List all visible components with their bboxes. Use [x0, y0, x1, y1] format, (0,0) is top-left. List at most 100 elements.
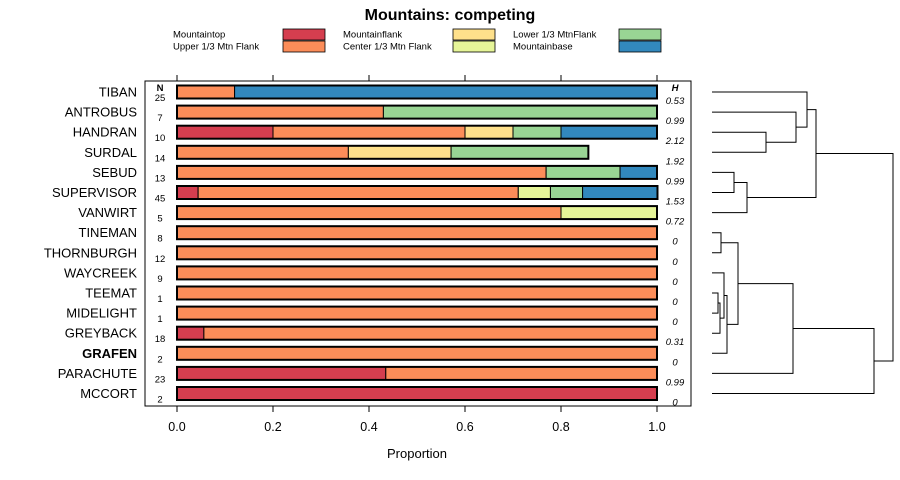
dendrogram-link: [712, 131, 767, 153]
row-h: 0.53: [666, 96, 685, 107]
bar-segment: [203, 326, 658, 341]
row-h: 0.99: [666, 116, 685, 127]
row-label: MCCORT: [80, 386, 137, 401]
legend-label: Lower 1/3 MtnFlank: [513, 30, 597, 41]
bar-segment: [176, 306, 658, 321]
bar-segment: [176, 85, 236, 99]
row-label: GREYBACK: [65, 326, 138, 341]
x-tick-label: 1.0: [648, 420, 665, 434]
row-h: 0: [672, 237, 678, 248]
x-tick-label: 0.4: [360, 420, 377, 434]
bar-outline: [176, 84, 658, 100]
bar-outline: [176, 205, 658, 221]
n-column-header: N: [157, 83, 164, 94]
dendrogram: [712, 91, 894, 394]
x-axis-label: Proportion: [387, 446, 447, 461]
row-n: 9: [157, 274, 162, 285]
bar-outline: [176, 386, 658, 401]
bar-segment: [176, 245, 658, 260]
bar-outline: [176, 185, 659, 200]
bar-segment: [176, 105, 384, 120]
row-label: THORNBURGH: [44, 245, 137, 260]
row-label: SUPERVISOR: [52, 185, 137, 200]
bar-outline: [176, 245, 658, 261]
row-n: 2: [157, 354, 162, 365]
bar-segment: [176, 386, 658, 401]
bar-segment: [176, 326, 205, 341]
h-column-header: H: [672, 83, 680, 94]
dendrogram-link: [816, 153, 894, 362]
bar-outline: [176, 365, 658, 381]
bar-segment: [234, 85, 658, 99]
bar-segment: [382, 105, 658, 120]
bar-segment: [176, 145, 349, 160]
bar-outline: [176, 144, 590, 160]
row-label: VANWIRT: [78, 205, 137, 220]
row-n: 45: [155, 194, 166, 205]
x-axis: 0.0 0.2 0.4 0.6 0.8 1.0: [168, 75, 666, 434]
row-label: SURDAL: [84, 145, 137, 160]
row-n: 23: [155, 374, 166, 385]
dendrogram-link: [712, 302, 721, 334]
bar-segment: [464, 125, 514, 140]
bar-segment: [560, 205, 658, 220]
bar-segment: [517, 185, 551, 200]
row-n: 12: [155, 254, 166, 265]
bar-segment: [176, 185, 199, 200]
row-label: WAYCREEK: [64, 265, 137, 280]
row-h: 0.72: [666, 217, 685, 228]
bar-segment: [347, 145, 452, 160]
row-h: 0: [672, 317, 678, 328]
legend-swatch: [618, 28, 662, 41]
bar-outline: [176, 345, 658, 361]
row-h: 0: [672, 357, 678, 368]
dendrogram-link: [712, 91, 808, 128]
x-tick-label: 0.2: [264, 420, 281, 434]
row-n: 1: [157, 294, 162, 305]
legend-swatch: [452, 40, 496, 53]
row-n: 10: [155, 133, 166, 144]
bar-segment: [582, 185, 658, 200]
dendrogram-link: [747, 109, 817, 199]
legend-swatch: [618, 40, 662, 53]
bar-segment: [549, 185, 584, 200]
row-label: TINEMAN: [79, 225, 138, 240]
bar-outline: [176, 124, 658, 140]
x-tick-label: 0.0: [168, 420, 185, 434]
legend-label: Mountainflank: [343, 30, 402, 41]
bar-segment: [197, 185, 519, 200]
bar-segment: [176, 225, 658, 240]
bar-outline: [176, 305, 658, 321]
dendrogram-link: [712, 232, 722, 254]
bar-outline: [176, 164, 658, 180]
row-n: 25: [155, 93, 166, 104]
row-label: TEEMAT: [85, 286, 137, 301]
bar-segment: [450, 145, 589, 160]
row-n: 8: [157, 234, 162, 245]
row-label: PARACHUTE: [58, 366, 138, 381]
legend-label: Mountainbase: [513, 42, 573, 53]
row-h: 0.99: [666, 176, 685, 187]
bar-segment: [176, 286, 658, 300]
bar-segment: [176, 366, 387, 381]
bar-outline: [176, 325, 658, 341]
row-h: 1.53: [666, 197, 685, 208]
bar-segment: [545, 165, 621, 180]
legend-label: Upper 1/3 Mtn Flank: [173, 42, 259, 53]
row-n: 14: [155, 153, 166, 164]
bar-outline: [176, 265, 658, 281]
chart-title: Mountains: competing: [365, 7, 536, 24]
bar-segment: [176, 165, 547, 180]
row-h: 0: [672, 257, 678, 268]
row-n: 1: [157, 314, 162, 325]
dendrogram-link: [712, 292, 719, 314]
row-label: HANDRAN: [73, 125, 137, 140]
row-h: 2.12: [665, 136, 685, 147]
bar-outline: [176, 225, 658, 241]
row-n: 18: [155, 334, 166, 345]
legend-swatch: [452, 28, 496, 41]
row-label: GRAFEN: [82, 346, 137, 361]
